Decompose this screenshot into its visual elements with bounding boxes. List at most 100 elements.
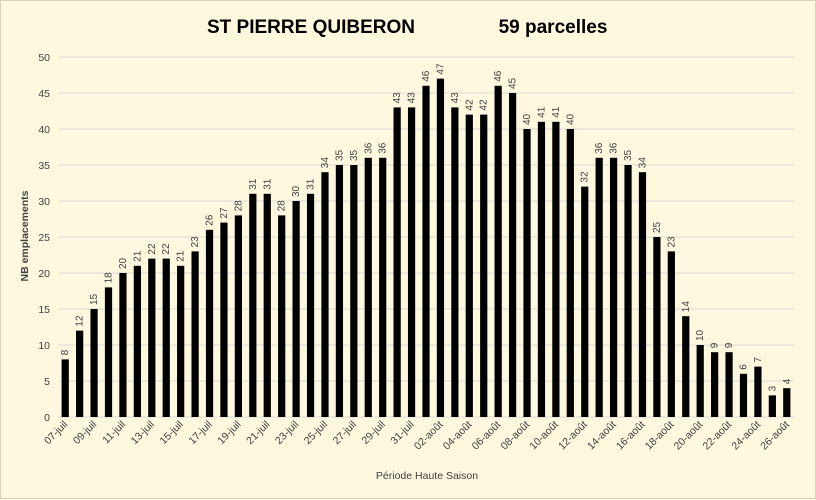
bar: [177, 265, 185, 417]
bar: [595, 157, 603, 418]
bar: [306, 193, 315, 417]
bar: [350, 165, 358, 417]
y-tick-label: 15: [38, 304, 50, 316]
data-label: 45: [508, 77, 519, 89]
data-label: 36: [363, 142, 374, 154]
data-label: 35: [334, 149, 345, 161]
data-label: 21: [132, 250, 143, 262]
data-label: 27: [219, 207, 230, 219]
x-axis-ticks: 07-juil 09-juil 11-juil 13-juil 15-juil 17-ju…: [42, 419, 792, 453]
data-label: 35: [349, 149, 360, 161]
bar: [494, 85, 502, 418]
x-tick-label: 02-août: [412, 419, 446, 453]
data-label: 20: [118, 257, 129, 269]
bar: [61, 359, 69, 417]
bar: [610, 157, 618, 418]
bar: [638, 172, 647, 417]
data-label: 42: [464, 99, 475, 111]
data-label: 35: [623, 149, 634, 161]
data-label: 9: [710, 342, 721, 348]
data-label: 6: [738, 364, 749, 370]
bar: [90, 309, 98, 417]
bar: [653, 237, 661, 417]
x-tick-label: 13-juil: [129, 419, 157, 447]
bar: [76, 330, 84, 417]
data-label: 31: [306, 178, 317, 190]
bar: [696, 345, 704, 417]
x-tick-label: 14-août: [585, 419, 619, 453]
bar: [508, 93, 517, 417]
data-label: 43: [392, 92, 403, 104]
x-tick-label: 19-juil: [215, 419, 243, 447]
data-label: 10: [695, 329, 706, 341]
bar: [393, 107, 401, 418]
x-tick-label: 26-août: [758, 419, 792, 453]
bar: [725, 352, 733, 417]
y-tick-label: 50: [38, 52, 50, 64]
y-tick-label: 20: [38, 268, 50, 280]
bar: [581, 186, 589, 417]
data-label: 46: [493, 70, 504, 82]
bar: [739, 373, 748, 417]
bar: [422, 85, 430, 418]
data-label: 34: [320, 157, 331, 169]
data-label: 7: [753, 357, 764, 363]
data-label: 22: [147, 243, 158, 255]
x-tick-label: 17-juil: [186, 419, 214, 447]
x-tick-label: 29-juil: [360, 419, 388, 447]
y-tick-label: 25: [38, 232, 50, 244]
data-label: 34: [637, 157, 648, 169]
data-label: 25: [652, 221, 663, 233]
x-tick-label: 21-juil: [244, 419, 272, 447]
data-label: 46: [421, 70, 432, 82]
x-tick-label: 04-août: [441, 419, 475, 453]
data-label: 22: [161, 243, 172, 255]
data-label: 36: [609, 142, 620, 154]
bar: [379, 157, 387, 418]
data-label: 15: [89, 293, 100, 305]
bar: [451, 107, 459, 418]
data-label: 18: [104, 272, 115, 284]
bar: [205, 229, 214, 417]
data-label: 36: [378, 142, 389, 154]
bar: [364, 157, 372, 418]
data-label: 40: [522, 113, 533, 125]
bar: [263, 193, 271, 417]
bar: [768, 395, 776, 417]
bar: [407, 107, 416, 418]
data-label: 31: [248, 178, 259, 190]
data-label: 28: [277, 200, 288, 212]
bar: [537, 121, 546, 418]
data-label: 30: [291, 185, 302, 197]
data-label: 28: [233, 200, 244, 212]
bar: [278, 215, 286, 417]
x-tick-label: 12-août: [556, 419, 590, 453]
data-label: 3: [767, 385, 778, 391]
x-tick-label: 06-août: [470, 419, 504, 453]
y-axis-title: NB emplacements: [19, 190, 31, 281]
chart-title: ST PIERRE QUIBERON: [207, 17, 415, 38]
x-tick-label: 22-août: [701, 419, 735, 453]
data-label: 32: [580, 171, 591, 183]
bar: [119, 273, 127, 417]
x-tick-label: 20-août: [672, 419, 706, 453]
bars: [61, 78, 791, 418]
y-tick-label: 5: [44, 376, 50, 388]
data-label: 23: [666, 236, 677, 248]
data-label: 8: [60, 349, 71, 355]
data-label: 43: [407, 92, 418, 104]
bar: [162, 258, 170, 417]
data-label: 47: [435, 63, 446, 75]
x-tick-label: 15-juil: [157, 419, 185, 447]
bar: [711, 352, 719, 417]
bar: [667, 251, 675, 417]
y-axis-ticks: 0 5 10 15 20 25 30 35 40 45 50: [38, 52, 50, 424]
y-tick-label: 45: [38, 88, 50, 100]
bar: [133, 265, 141, 417]
data-label: 36: [594, 142, 605, 154]
x-tick-label: 11-juil: [100, 419, 128, 447]
data-label: 43: [450, 92, 461, 104]
x-tick-label: 23-juil: [273, 419, 301, 447]
